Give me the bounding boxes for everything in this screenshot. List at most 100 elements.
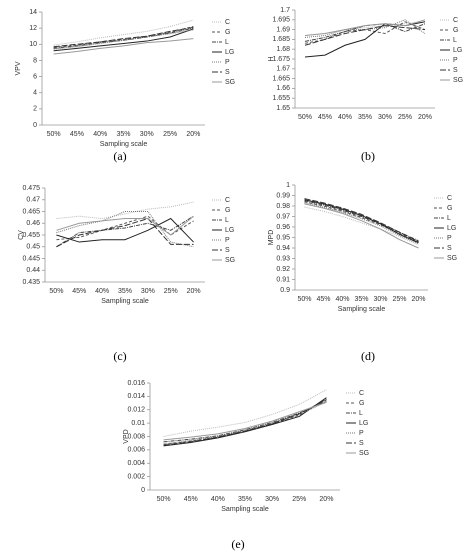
series-line — [304, 19, 426, 38]
series-line — [163, 399, 327, 446]
y-tick-label: 0.435 — [22, 279, 40, 286]
legend-label: C — [453, 17, 458, 24]
panel-caption: (b) — [361, 149, 375, 163]
x-axis-title: Sampling scale — [101, 298, 149, 305]
series-line — [163, 401, 327, 441]
series-line — [304, 19, 426, 36]
series-line — [304, 206, 419, 246]
y-tick-label: 0.006 — [127, 447, 145, 454]
y-tick-label: 14 — [29, 9, 37, 16]
legend-label: C — [225, 197, 230, 204]
legend-label: G — [359, 400, 364, 407]
series-line — [304, 199, 419, 244]
x-tick-label: 30% — [265, 496, 279, 503]
x-tick-label: 25% — [398, 114, 412, 121]
y-tick-label: 0.016 — [127, 380, 145, 387]
legend-label: L — [453, 37, 457, 44]
y-tick-label: 1.65 — [276, 105, 290, 112]
series-line — [304, 202, 419, 245]
series-line — [56, 201, 194, 220]
series-line — [53, 19, 194, 46]
series-line — [56, 211, 194, 248]
legend-label: L — [359, 410, 363, 417]
y-tick-label: 0.91 — [276, 276, 290, 283]
x-tick-label: 25% — [392, 296, 406, 303]
legend-label: P — [447, 235, 452, 242]
x-tick-label: 40% — [338, 114, 352, 121]
x-tick-label: 35% — [238, 496, 252, 503]
y-axis-title: MPD — [268, 230, 275, 246]
legend-label: C — [359, 390, 364, 397]
y-tick-label: 0.93 — [276, 255, 290, 262]
x-tick-label: 40% — [211, 496, 225, 503]
series-line — [304, 25, 426, 46]
x-axis-title: Sampling scale — [338, 306, 386, 313]
series-line — [304, 203, 419, 249]
y-axis-title: VPV — [15, 61, 22, 75]
y-axis-title: CV — [18, 230, 25, 240]
series-line — [53, 26, 194, 49]
x-tick-label: 40% — [93, 131, 107, 138]
y-tick-label: 0.01 — [131, 420, 145, 427]
legend-label: S — [447, 245, 452, 252]
y-tick-label: 1.69 — [276, 26, 290, 33]
y-tick-label: 0.97 — [276, 213, 290, 220]
series-line — [53, 38, 194, 55]
y-tick-label: 1.68 — [276, 46, 290, 53]
panel-caption: (a) — [113, 149, 126, 163]
y-tick-label: 1.665 — [272, 75, 290, 82]
y-tick-label: 1 — [286, 182, 290, 189]
y-tick-label: 1.695 — [272, 17, 290, 24]
series-line — [163, 401, 327, 445]
y-tick-label: 10 — [29, 41, 37, 48]
y-tick-label: 0.45 — [26, 244, 40, 251]
y-tick-label: 0.008 — [127, 433, 145, 440]
y-tick-label: 12 — [29, 25, 37, 32]
x-tick-label: 25% — [292, 496, 306, 503]
x-tick-label: 25% — [164, 288, 178, 295]
x-tick-label: 45% — [184, 496, 198, 503]
x-tick-label: 45% — [72, 288, 86, 295]
legend-label: L — [225, 39, 229, 46]
panel-caption: (e) — [231, 537, 244, 551]
y-tick-label: 0.465 — [22, 208, 40, 215]
y-tick-label: 0.95 — [276, 234, 290, 241]
legend-label: P — [225, 59, 230, 66]
y-tick-label: 0.002 — [127, 473, 145, 480]
series-line — [304, 23, 426, 42]
y-tick-label: 1.655 — [272, 95, 290, 102]
legend-label: LG — [453, 47, 462, 54]
y-tick-label: 0.012 — [127, 407, 145, 414]
legend-label: SG — [225, 79, 235, 86]
y-tick-label: 4 — [33, 90, 37, 97]
legend-label: G — [447, 205, 452, 212]
x-tick-label: 30% — [140, 131, 154, 138]
series-line — [56, 217, 194, 243]
legend-label: SG — [453, 77, 463, 84]
legend-label: G — [225, 29, 230, 36]
series-line — [53, 29, 194, 50]
x-tick-label: 50% — [297, 296, 311, 303]
y-tick-label: 0.92 — [276, 266, 290, 273]
y-tick-label: 1.7 — [280, 7, 290, 14]
legend-label: SG — [225, 257, 235, 264]
y-tick-label: 6 — [33, 73, 37, 80]
y-tick-label: 1.685 — [272, 36, 290, 43]
y-axis-title: H — [268, 56, 275, 61]
x-tick-label: 35% — [116, 131, 130, 138]
series-line — [56, 215, 194, 241]
legend-label: L — [225, 217, 229, 224]
legend-label: G — [225, 207, 230, 214]
legend-label: G — [453, 27, 458, 34]
y-tick-label: 2 — [33, 106, 37, 113]
x-tick-label: 30% — [373, 296, 387, 303]
y-tick-label: 0.475 — [22, 185, 40, 192]
y-tick-label: 1.66 — [276, 85, 290, 92]
x-tick-label: 30% — [141, 288, 155, 295]
series-line — [163, 397, 327, 447]
y-tick-label: 0.98 — [276, 203, 290, 210]
series-line — [56, 215, 194, 236]
x-tick-label: 50% — [157, 496, 171, 503]
y-tick-label: 0.9 — [280, 287, 290, 294]
